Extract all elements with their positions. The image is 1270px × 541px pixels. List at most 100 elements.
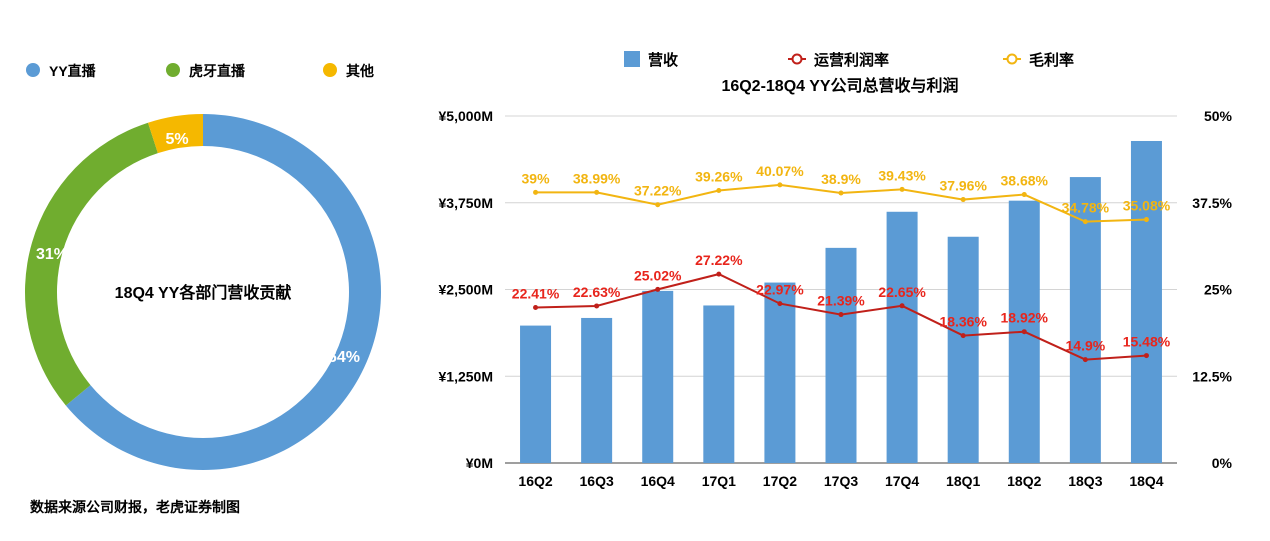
- x-tick-label: 17Q4: [885, 473, 919, 489]
- op-margin-data-label: 21.39%: [817, 293, 865, 309]
- revenue-bars: [520, 140, 1162, 463]
- donut-labels: 64% 31% 5%: [36, 131, 360, 366]
- legend-marker-gross-margin: [1006, 53, 1018, 65]
- op-margin-data-label: 22.63%: [573, 284, 621, 300]
- donut-slice-other: [147, 114, 203, 154]
- x-tick-label: 17Q3: [824, 473, 858, 489]
- op-margin-point: [594, 303, 600, 309]
- op-margin-point: [655, 286, 661, 292]
- legend-label-revenue: 营收: [648, 51, 678, 69]
- donut-legend: YY直播 虎牙直播 其他: [26, 63, 374, 79]
- right-axis-ticks: 0% 12.5% 25% 37.5% 50%: [1192, 108, 1232, 471]
- gross-margin-point: [533, 189, 539, 195]
- gross-margin-line: [535, 183, 1147, 223]
- legend-marker-op-margin: [791, 53, 803, 65]
- left-axis-tick-label: ¥3,750M: [439, 195, 493, 211]
- gross-margin-data-label: 37.22%: [634, 183, 682, 199]
- op-margin-data-label: 14.9%: [1066, 338, 1106, 354]
- gross-margin-point: [655, 202, 661, 208]
- gross-margin-data-label: 34.78%: [1062, 200, 1110, 216]
- legend-label-other: 其他: [346, 63, 374, 79]
- revenue-bar-18Q3: [1069, 177, 1101, 463]
- right-axis-tick-label: 37.5%: [1192, 195, 1232, 211]
- op-margin-point: [533, 304, 539, 310]
- x-tick-label: 16Q4: [641, 473, 675, 489]
- revenue-bar-17Q4: [886, 211, 918, 463]
- op-margin-data-label: 22.97%: [756, 282, 804, 298]
- op-margin-data-label: 18.36%: [939, 314, 987, 330]
- revenue-bar-17Q2: [764, 282, 796, 463]
- op-margin-data-label: 22.41%: [512, 285, 560, 301]
- left-axis-tick-label: ¥1,250M: [439, 368, 493, 384]
- gross-margin-point: [777, 182, 783, 188]
- revenue-bar-16Q3: [581, 317, 613, 463]
- gross-margin-data-label: 38.68%: [1001, 173, 1049, 189]
- left-axis-ticks: ¥0M ¥1,250M ¥2,500M ¥3,750M ¥5,000M: [439, 108, 493, 471]
- gross-margin-data-label: 39.26%: [695, 169, 743, 185]
- margin-line-labels: 22.41% 22.63% 25.02% 27.22% 22.97% 21.39% 22.6…: [512, 163, 1171, 354]
- op-margin-data-label: 27.22%: [695, 252, 743, 268]
- x-tick-label: 18Q3: [1068, 473, 1102, 489]
- op-margin-point: [1021, 329, 1027, 335]
- op-margin-point: [777, 301, 783, 307]
- source-note: 数据来源公司财报，老虎证券制图: [30, 499, 240, 515]
- revenue-bar-16Q2: [520, 325, 552, 463]
- combo-legend: 营收 运营利润率 毛利率: [624, 51, 1074, 69]
- gross-margin-data-label: 38.9%: [821, 171, 861, 187]
- right-axis-tick-label: 25%: [1204, 282, 1233, 298]
- left-axis-tick-label: ¥2,500M: [439, 282, 493, 298]
- right-axis-tick-label: 0%: [1212, 455, 1233, 471]
- x-tick-label: 18Q4: [1129, 473, 1163, 489]
- donut-slice-label-other: 5%: [165, 131, 188, 148]
- legend-label-yy: YY直播: [49, 63, 97, 79]
- revenue-bar-16Q4: [642, 290, 674, 463]
- x-axis-labels: 16Q2 16Q3 16Q4 17Q1 17Q2 17Q3 17Q4 18Q1 18Q2 18Q3…: [518, 473, 1163, 489]
- gross-margin-point: [594, 189, 600, 195]
- donut-slices: [25, 114, 382, 471]
- op-margin-data-label: 18.92%: [1001, 310, 1049, 326]
- donut-title: 18Q4 YY各部门营收贡献: [115, 283, 292, 302]
- gross-margin-data-label: 37.96%: [939, 178, 987, 194]
- op-margin-point: [899, 303, 905, 309]
- revenue-bar-17Q3: [825, 247, 857, 463]
- revenue-bar-18Q1: [947, 236, 979, 463]
- x-tick-label: 17Q2: [763, 473, 797, 489]
- left-axis-tick-label: ¥5,000M: [439, 108, 493, 124]
- legend-label-op-margin: 运营利润率: [814, 51, 889, 69]
- gross-margin-point: [960, 197, 966, 203]
- op-margin-data-label: 15.48%: [1123, 334, 1171, 350]
- gross-margin-point: [899, 186, 905, 192]
- legend-swatch-other: [323, 63, 337, 77]
- legend-swatch-huya: [166, 63, 180, 77]
- legend-swatch-revenue: [624, 51, 640, 67]
- donut-slice-yy: [65, 114, 382, 471]
- op-margin-data-label: 22.65%: [878, 284, 926, 300]
- x-tick-label: 18Q2: [1007, 473, 1041, 489]
- gross-margin-data-label: 38.99%: [573, 170, 621, 186]
- op-margin-point: [716, 271, 722, 277]
- revenue-bar-17Q1: [703, 305, 735, 463]
- x-tick-label: 17Q1: [702, 473, 736, 489]
- op-margin-point: [960, 333, 966, 339]
- op-margin-point: [1082, 357, 1088, 363]
- x-tick-label: 16Q2: [518, 473, 552, 489]
- gross-margin-data-label: 39.43%: [878, 167, 926, 183]
- legend-label-huya: 虎牙直播: [189, 63, 246, 79]
- right-axis-tick-label: 50%: [1204, 108, 1233, 124]
- combo-title: 16Q2-18Q4 YY公司总营收与利润: [721, 76, 958, 95]
- op-margin-data-label: 25.02%: [634, 267, 682, 283]
- gross-margin-point: [716, 188, 722, 194]
- x-tick-label: 16Q3: [580, 473, 614, 489]
- donut-slice-label-yy: 64%: [328, 349, 360, 366]
- revenue-bar-18Q4: [1130, 140, 1162, 463]
- legend-swatch-yy: [26, 63, 40, 77]
- op-margin-point: [838, 312, 844, 318]
- gross-margin-point: [1082, 219, 1088, 225]
- left-axis-tick-label: ¥0M: [466, 455, 493, 471]
- right-axis-tick-label: 12.5%: [1192, 368, 1232, 384]
- margin-lines: [533, 182, 1149, 363]
- gross-margin-point: [1021, 192, 1027, 198]
- op-margin-point: [1143, 353, 1149, 359]
- gross-margin-point: [1143, 217, 1149, 223]
